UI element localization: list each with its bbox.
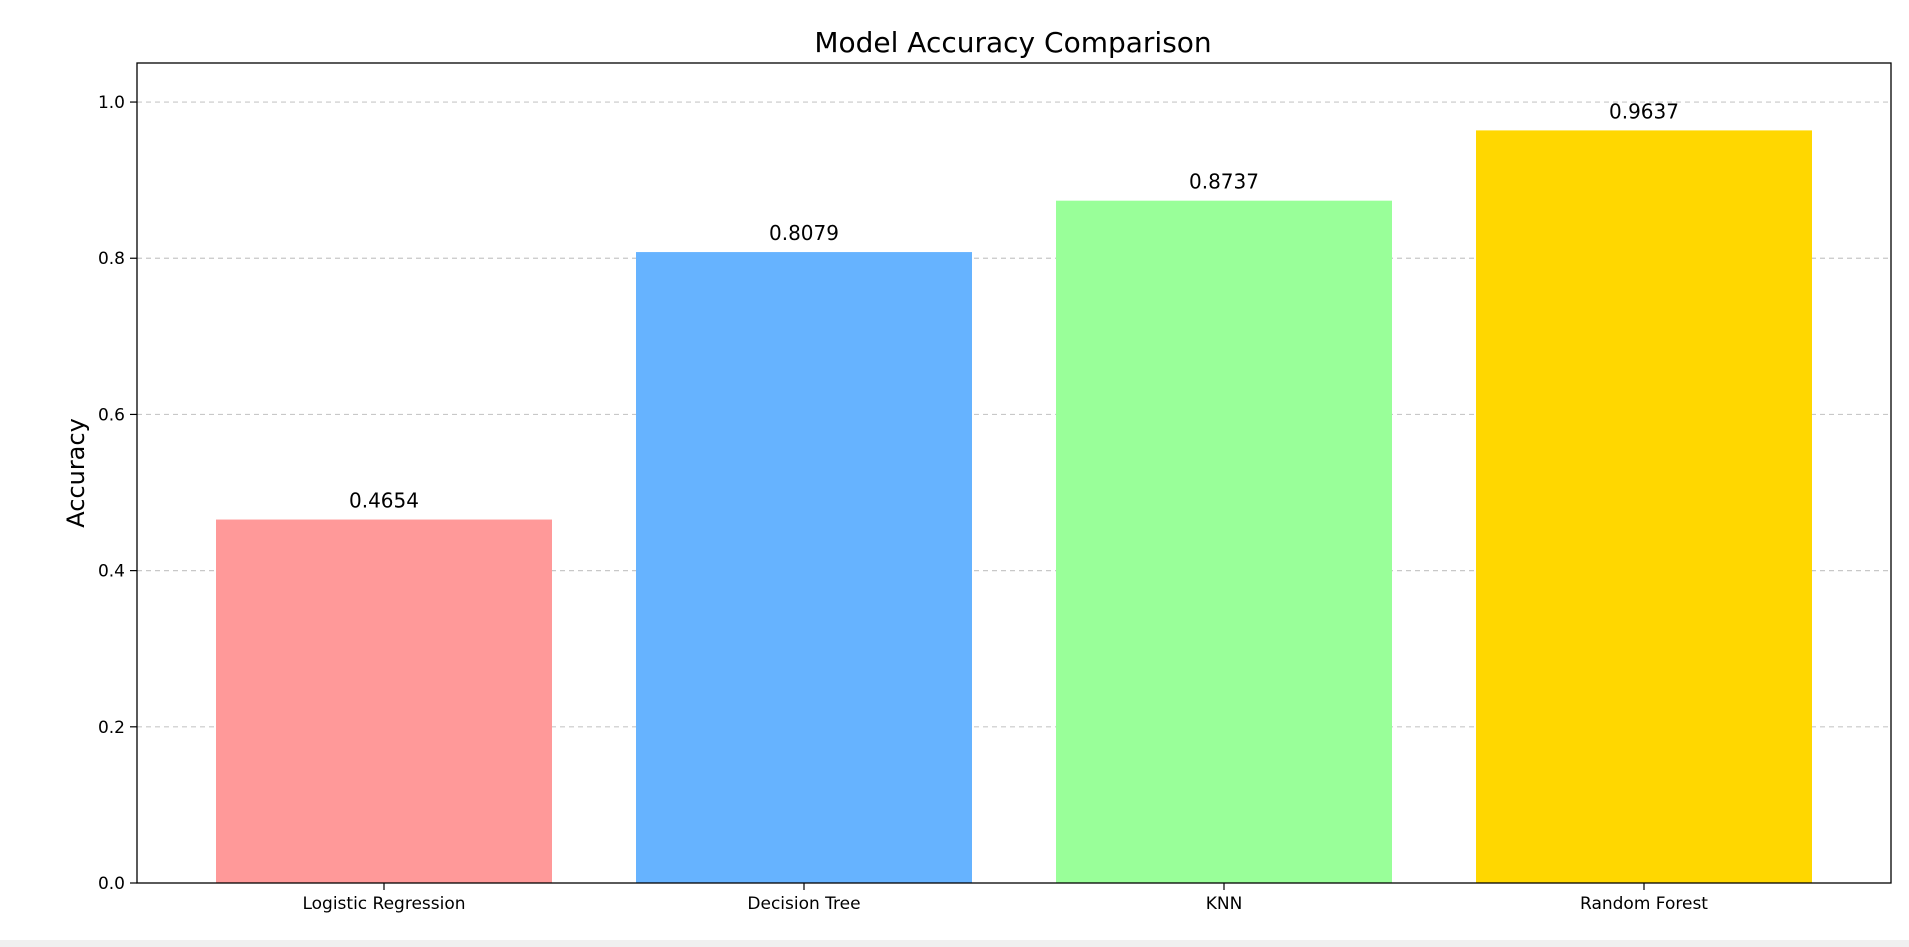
value-labels: 0.4654 0.8079 0.8737 0.9637 [349, 99, 1679, 512]
y-tick-label: 0.2 [98, 718, 125, 738]
bars [216, 130, 1812, 884]
y-axis-label: Accuracy [62, 418, 90, 528]
y-tick-label: 0.6 [98, 405, 125, 425]
y-tick-label: 0.8 [98, 249, 125, 269]
y-tick-label: 1.0 [98, 93, 125, 113]
y-tick-label: 0.0 [98, 874, 125, 894]
x-tick-label: KNN [1206, 894, 1243, 914]
chart-title: Model Accuracy Comparison [814, 26, 1211, 59]
bar [216, 519, 552, 883]
x-tick-label: Logistic Regression [302, 894, 465, 914]
y-tick-label: 0.4 [98, 562, 125, 582]
plot-frame [136, 62, 1892, 884]
x-axis: Logistic Regression Decision Tree KNN Rando… [302, 883, 1708, 914]
value-label: 0.8737 [1189, 170, 1259, 194]
bottom-strip [0, 940, 1909, 947]
value-label: 0.8079 [769, 221, 839, 245]
bar [1056, 200, 1392, 884]
x-tick-label: Decision Tree [747, 894, 860, 914]
bar [636, 252, 972, 883]
value-label: 0.4654 [349, 489, 419, 513]
x-tick-label: Random Forest [1580, 894, 1708, 914]
value-label: 0.9637 [1609, 99, 1679, 123]
y-axis: 0.0 0.2 0.4 0.6 0.8 1.0 [98, 93, 137, 894]
bar [1476, 130, 1812, 884]
